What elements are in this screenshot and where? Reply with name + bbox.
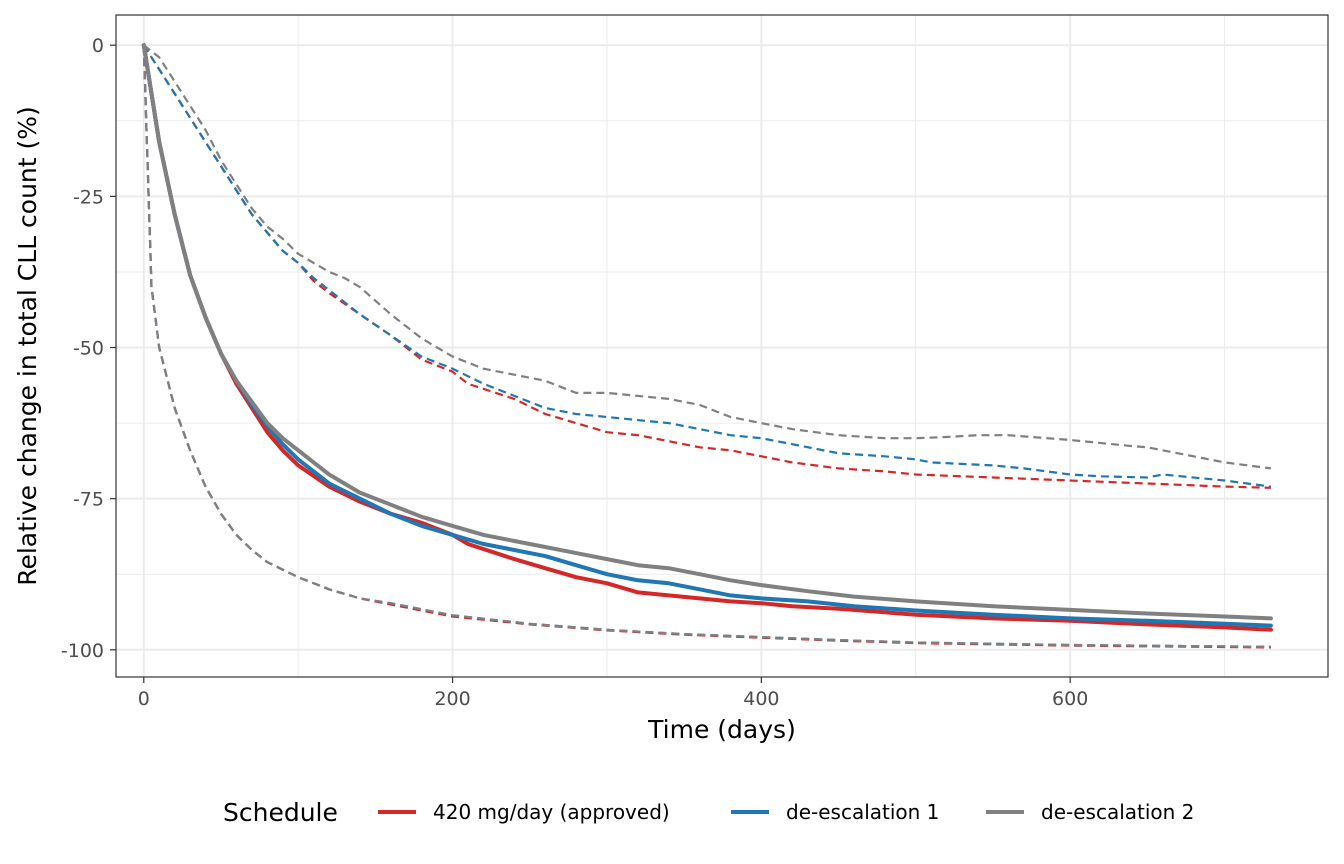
x-tick-label: 0 <box>138 688 150 710</box>
y-tick-label: -75 <box>73 489 104 511</box>
y-tick-label: -100 <box>61 640 104 662</box>
legend-label-approved: 420 mg/day (approved) <box>433 800 670 824</box>
legend: Schedule 420 mg/day (approved) de-escala… <box>223 798 1194 827</box>
y-tick-label: -50 <box>73 338 104 360</box>
series-de-escalation-1-upper-bound <box>142 44 1272 488</box>
series-de-escalation-2-median <box>141 43 1273 621</box>
x-tick-label: 400 <box>743 688 779 710</box>
series-layer <box>141 43 1273 649</box>
y-tick-label: 0 <box>92 35 104 57</box>
grid-minor <box>116 15 1328 677</box>
y-axis: 0 -25 -50 -75 -100 <box>61 35 116 662</box>
x-axis: 0 200 400 600 <box>138 677 1088 710</box>
x-tick-label: 600 <box>1052 688 1088 710</box>
grid-major <box>116 15 1328 677</box>
plot-background <box>116 15 1328 677</box>
x-tick-label: 200 <box>434 688 470 710</box>
series-de-escalation-2-upper-bound <box>143 44 1272 470</box>
plot-border <box>115 14 1329 678</box>
legend-title: Schedule <box>223 798 338 827</box>
y-tick-label: -25 <box>73 186 104 208</box>
legend-label-deesc2: de-escalation 2 <box>1041 800 1194 824</box>
x-axis-title: Time (days) <box>647 715 796 744</box>
legend-label-deesc1: de-escalation 1 <box>786 800 939 824</box>
y-axis-title: Relative change in total CLL count (%) <box>13 106 42 586</box>
series-420-mg-day-approved-upper-bound <box>142 44 1271 489</box>
